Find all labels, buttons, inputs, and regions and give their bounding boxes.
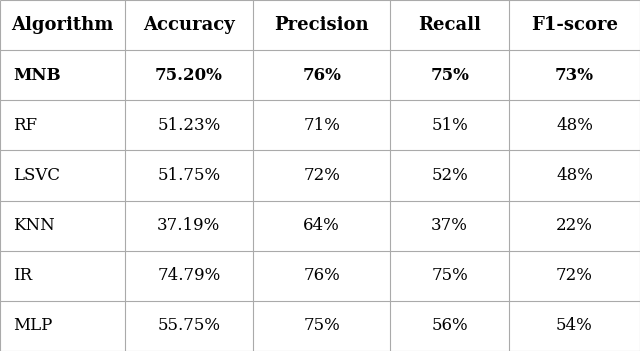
Text: Precision: Precision (275, 16, 369, 34)
Text: 71%: 71% (303, 117, 340, 134)
Text: 73%: 73% (555, 67, 594, 84)
Text: 52%: 52% (431, 167, 468, 184)
Text: Recall: Recall (418, 16, 481, 34)
Text: 22%: 22% (556, 217, 593, 234)
Text: 48%: 48% (556, 117, 593, 134)
Text: 37.19%: 37.19% (157, 217, 220, 234)
Text: 74.79%: 74.79% (157, 267, 220, 284)
Text: Accuracy: Accuracy (143, 16, 235, 34)
Text: 51%: 51% (431, 117, 468, 134)
Text: 76%: 76% (303, 267, 340, 284)
Text: 75%: 75% (303, 317, 340, 335)
Text: KNN: KNN (13, 217, 54, 234)
Text: 75%: 75% (431, 267, 468, 284)
Text: 37%: 37% (431, 217, 468, 234)
Text: 64%: 64% (303, 217, 340, 234)
Text: 51.75%: 51.75% (157, 167, 220, 184)
Text: 51.23%: 51.23% (157, 117, 220, 134)
Text: 72%: 72% (556, 267, 593, 284)
Text: 54%: 54% (556, 317, 593, 335)
Text: 48%: 48% (556, 167, 593, 184)
Text: 75%: 75% (430, 67, 469, 84)
Text: Algorithm: Algorithm (12, 16, 113, 34)
Text: IR: IR (13, 267, 32, 284)
Text: 76%: 76% (302, 67, 341, 84)
Text: 55.75%: 55.75% (157, 317, 220, 335)
Text: MNB: MNB (13, 67, 60, 84)
Text: LSVC: LSVC (13, 167, 60, 184)
Text: RF: RF (13, 117, 37, 134)
Text: 75.20%: 75.20% (155, 67, 223, 84)
Text: F1-score: F1-score (531, 16, 618, 34)
Text: 56%: 56% (431, 317, 468, 335)
Text: 72%: 72% (303, 167, 340, 184)
Text: MLP: MLP (13, 317, 52, 335)
